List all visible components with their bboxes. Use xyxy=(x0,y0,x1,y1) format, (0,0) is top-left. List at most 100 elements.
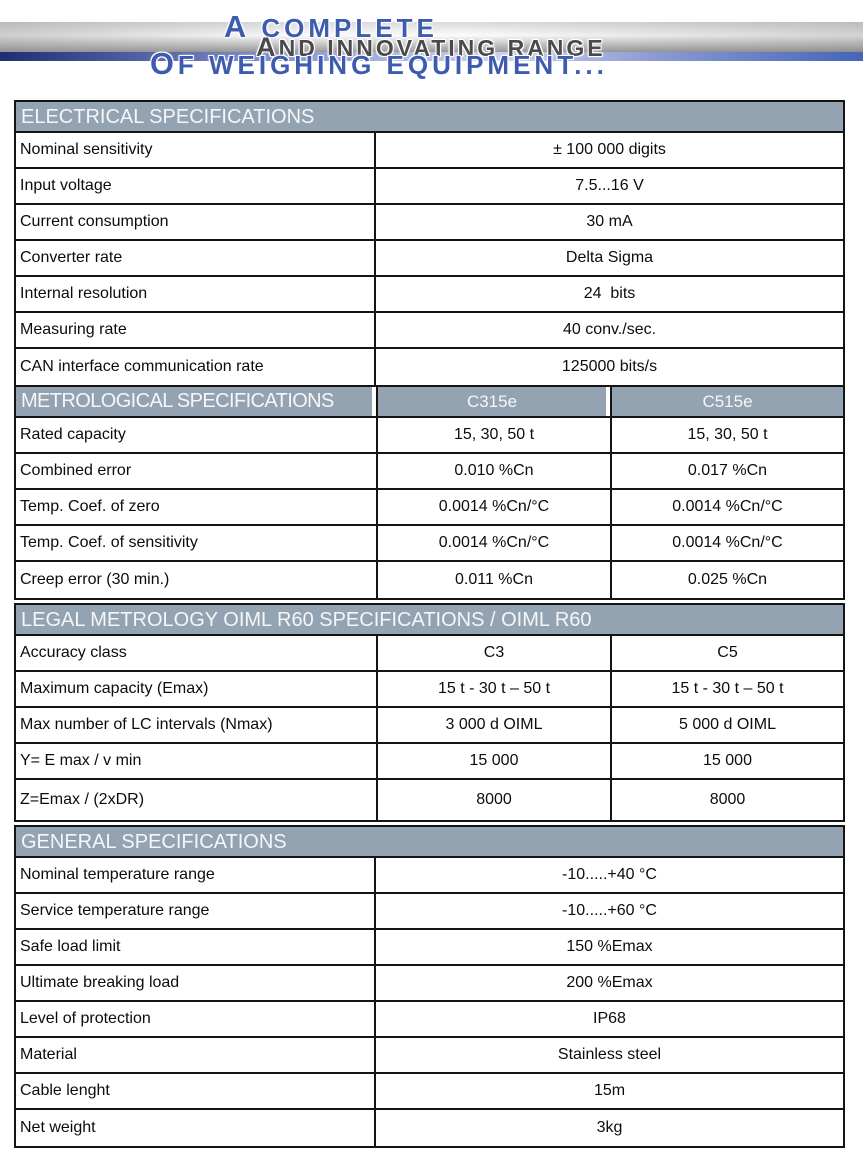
spec-value-c315e: C3 xyxy=(378,636,612,670)
spec-label: Y= E max / v min xyxy=(16,744,378,778)
table-row: Internal resolution 24 bits xyxy=(16,277,843,313)
masthead-line2: AND INNOVATING RANGE xyxy=(256,31,606,62)
spec-value: ± 100 000 digits xyxy=(553,141,666,158)
spec-value-c515e: 15, 30, 50 t xyxy=(687,426,768,443)
spec-label: Cable lenght xyxy=(16,1074,376,1108)
spec-value: IP68 xyxy=(593,1010,626,1027)
column-header-c315e: C315e xyxy=(376,387,606,416)
table-row: Cable lenght 15m xyxy=(16,1074,843,1110)
table-row: Combined error 0.010 %Cn 0.017 %Cn xyxy=(16,454,843,490)
spec-label: Material xyxy=(16,1038,376,1072)
spec-label: Safe load limit xyxy=(16,930,376,964)
spec-value-c315e: 3 000 d OIML xyxy=(378,708,612,742)
table-row: Current consumption 30 mA xyxy=(16,205,843,241)
table-row: Converter rate Delta Sigma xyxy=(16,241,843,277)
table-row: Creep error (30 min.) 0.011 %Cn 0.025 %C… xyxy=(16,562,843,598)
section-electrical-title: ELECTRICAL SPECIFICATIONS xyxy=(16,102,843,133)
spec-label: Ultimate breaking load xyxy=(16,966,376,1000)
spec-label: Converter rate xyxy=(16,241,376,275)
spec-value: Delta Sigma xyxy=(565,249,654,266)
table-row: Z=Emax / (2xDR) 8000 8000 xyxy=(16,780,843,820)
table-row: Nominal sensitivity ± 100 000 digits xyxy=(16,133,843,169)
column-header-c515e: C515e xyxy=(610,387,843,416)
table-row: Y= E max / v min 15 000 15 000 xyxy=(16,744,843,780)
spec-value-c315e: 15, 30, 50 t xyxy=(378,418,612,452)
spec-label: Measuring rate xyxy=(16,313,376,347)
spec-value-c315e: 15 t - 30 t – 50 t xyxy=(378,672,612,706)
section-general-title: GENERAL SPECIFICATIONS xyxy=(16,827,843,858)
spec-value-c515e: 0.0014 %Cn/°C xyxy=(672,498,783,515)
section-metrological-title: METROLOGICAL SPECIFICATIONS xyxy=(16,387,372,416)
spec-value-c515e: 0.017 %Cn xyxy=(687,462,768,479)
spec-value-c515e: 15 t - 30 t – 50 t xyxy=(671,680,784,697)
spec-value-c515e: C5 xyxy=(717,644,738,661)
table-row: Ultimate breaking load 200 %Emax xyxy=(16,966,843,1002)
spec-value: -10.....+40 °C xyxy=(562,866,657,883)
spec-value-c515e: 0.0014 %Cn/°C xyxy=(672,534,783,551)
spec-value: 15m xyxy=(593,1082,626,1099)
spec-value-c315e: 0.010 %Cn xyxy=(378,454,612,488)
spec-label: Combined error xyxy=(16,454,378,488)
spec-label: Rated capacity xyxy=(16,418,378,452)
table-row: Temp. Coef. of zero 0.0014 %Cn/°C 0.0014… xyxy=(16,490,843,526)
spec-label: Internal resolution xyxy=(16,277,376,311)
table-row: Safe load limit 150 %Emax xyxy=(16,930,843,966)
masthead-line3: OF WEIGHING EQUIPMENT... xyxy=(150,46,608,81)
spec-label: Current consumption xyxy=(16,205,376,239)
spec-value-c515e: 8000 xyxy=(709,791,746,808)
spec-label: Max number of LC intervals (Nmax) xyxy=(16,708,378,742)
spec-value: -10.....+60 °C xyxy=(562,902,657,919)
silver-band-decoration xyxy=(0,22,863,52)
spec-label: Nominal temperature range xyxy=(16,858,376,892)
spec-label: Temp. Coef. of sensitivity xyxy=(16,526,378,560)
spec-value-c315e: 8000 xyxy=(378,780,612,820)
section-legal-title: LEGAL METROLOGY OIML R60 SPECIFICATIONS … xyxy=(16,605,843,636)
table-row: Temp. Coef. of sensitivity 0.0014 %Cn/°C… xyxy=(16,526,843,562)
section-electrical: ELECTRICAL SPECIFICATIONS Nominal sensit… xyxy=(14,100,845,387)
metrological-header-row: METROLOGICAL SPECIFICATIONS C315e C515e xyxy=(16,387,843,418)
spec-value-c315e: 0.0014 %Cn/°C xyxy=(378,490,612,524)
table-row: Level of protection IP68 xyxy=(16,1002,843,1038)
spec-value: Stainless steel xyxy=(557,1046,662,1063)
table-row: Max number of LC intervals (Nmax) 3 000 … xyxy=(16,708,843,744)
table-row: Accuracy class C3 C5 xyxy=(16,636,843,672)
section-general: GENERAL SPECIFICATIONS Nominal temperatu… xyxy=(14,825,845,1148)
spec-label: Net weight xyxy=(16,1110,376,1146)
spec-value: 24 bits xyxy=(583,285,636,302)
table-row: Net weight 3kg xyxy=(16,1110,843,1146)
spec-label: Temp. Coef. of zero xyxy=(16,490,378,524)
table-row: Input voltage 7.5...16 V xyxy=(16,169,843,205)
spec-value-c515e: 5 000 d OIML xyxy=(679,716,776,733)
spec-value: 125000 bits/s xyxy=(561,358,658,375)
spec-label: CAN interface communication rate xyxy=(16,349,376,385)
masthead-line1: A COMPLETE xyxy=(224,9,438,44)
table-row: Rated capacity 15, 30, 50 t 15, 30, 50 t xyxy=(16,418,843,454)
table-row: Service temperature range -10.....+60 °C xyxy=(16,894,843,930)
spec-value-c315e: 0.011 %Cn xyxy=(378,562,612,598)
table-row: CAN interface communication rate 125000 … xyxy=(16,349,843,385)
table-row: Measuring rate 40 conv./sec. xyxy=(16,313,843,349)
spec-value-c315e: 15 000 xyxy=(378,744,612,778)
spec-label: Z=Emax / (2xDR) xyxy=(16,780,378,820)
spec-label: Nominal sensitivity xyxy=(16,133,376,167)
spec-label: Accuracy class xyxy=(16,636,378,670)
spec-value-c315e: 0.0014 %Cn/°C xyxy=(378,526,612,560)
spec-value: 7.5...16 V xyxy=(575,177,644,194)
section-metrological: METROLOGICAL SPECIFICATIONS C315e C515e … xyxy=(14,385,845,600)
spec-value: 30 mA xyxy=(586,213,633,230)
spec-label: Creep error (30 min.) xyxy=(16,562,378,598)
spec-label: Service temperature range xyxy=(16,894,376,928)
blue-rule-decoration xyxy=(0,52,863,61)
masthead: A COMPLETE AND INNOVATING RANGE OF WEIGH… xyxy=(0,0,863,100)
table-row: Nominal temperature range -10.....+40 °C xyxy=(16,858,843,894)
spec-value: 150 %Emax xyxy=(566,938,653,955)
spec-tables: ELECTRICAL SPECIFICATIONS Nominal sensit… xyxy=(14,100,845,1148)
spec-label: Maximum capacity (Emax) xyxy=(16,672,378,706)
table-row: Material Stainless steel xyxy=(16,1038,843,1074)
spec-value: 40 conv./sec. xyxy=(562,321,657,338)
spec-value: 200 %Emax xyxy=(566,974,653,991)
spec-value-c515e: 0.025 %Cn xyxy=(687,571,768,588)
spec-label: Input voltage xyxy=(16,169,376,203)
spec-label: Level of protection xyxy=(16,1002,376,1036)
